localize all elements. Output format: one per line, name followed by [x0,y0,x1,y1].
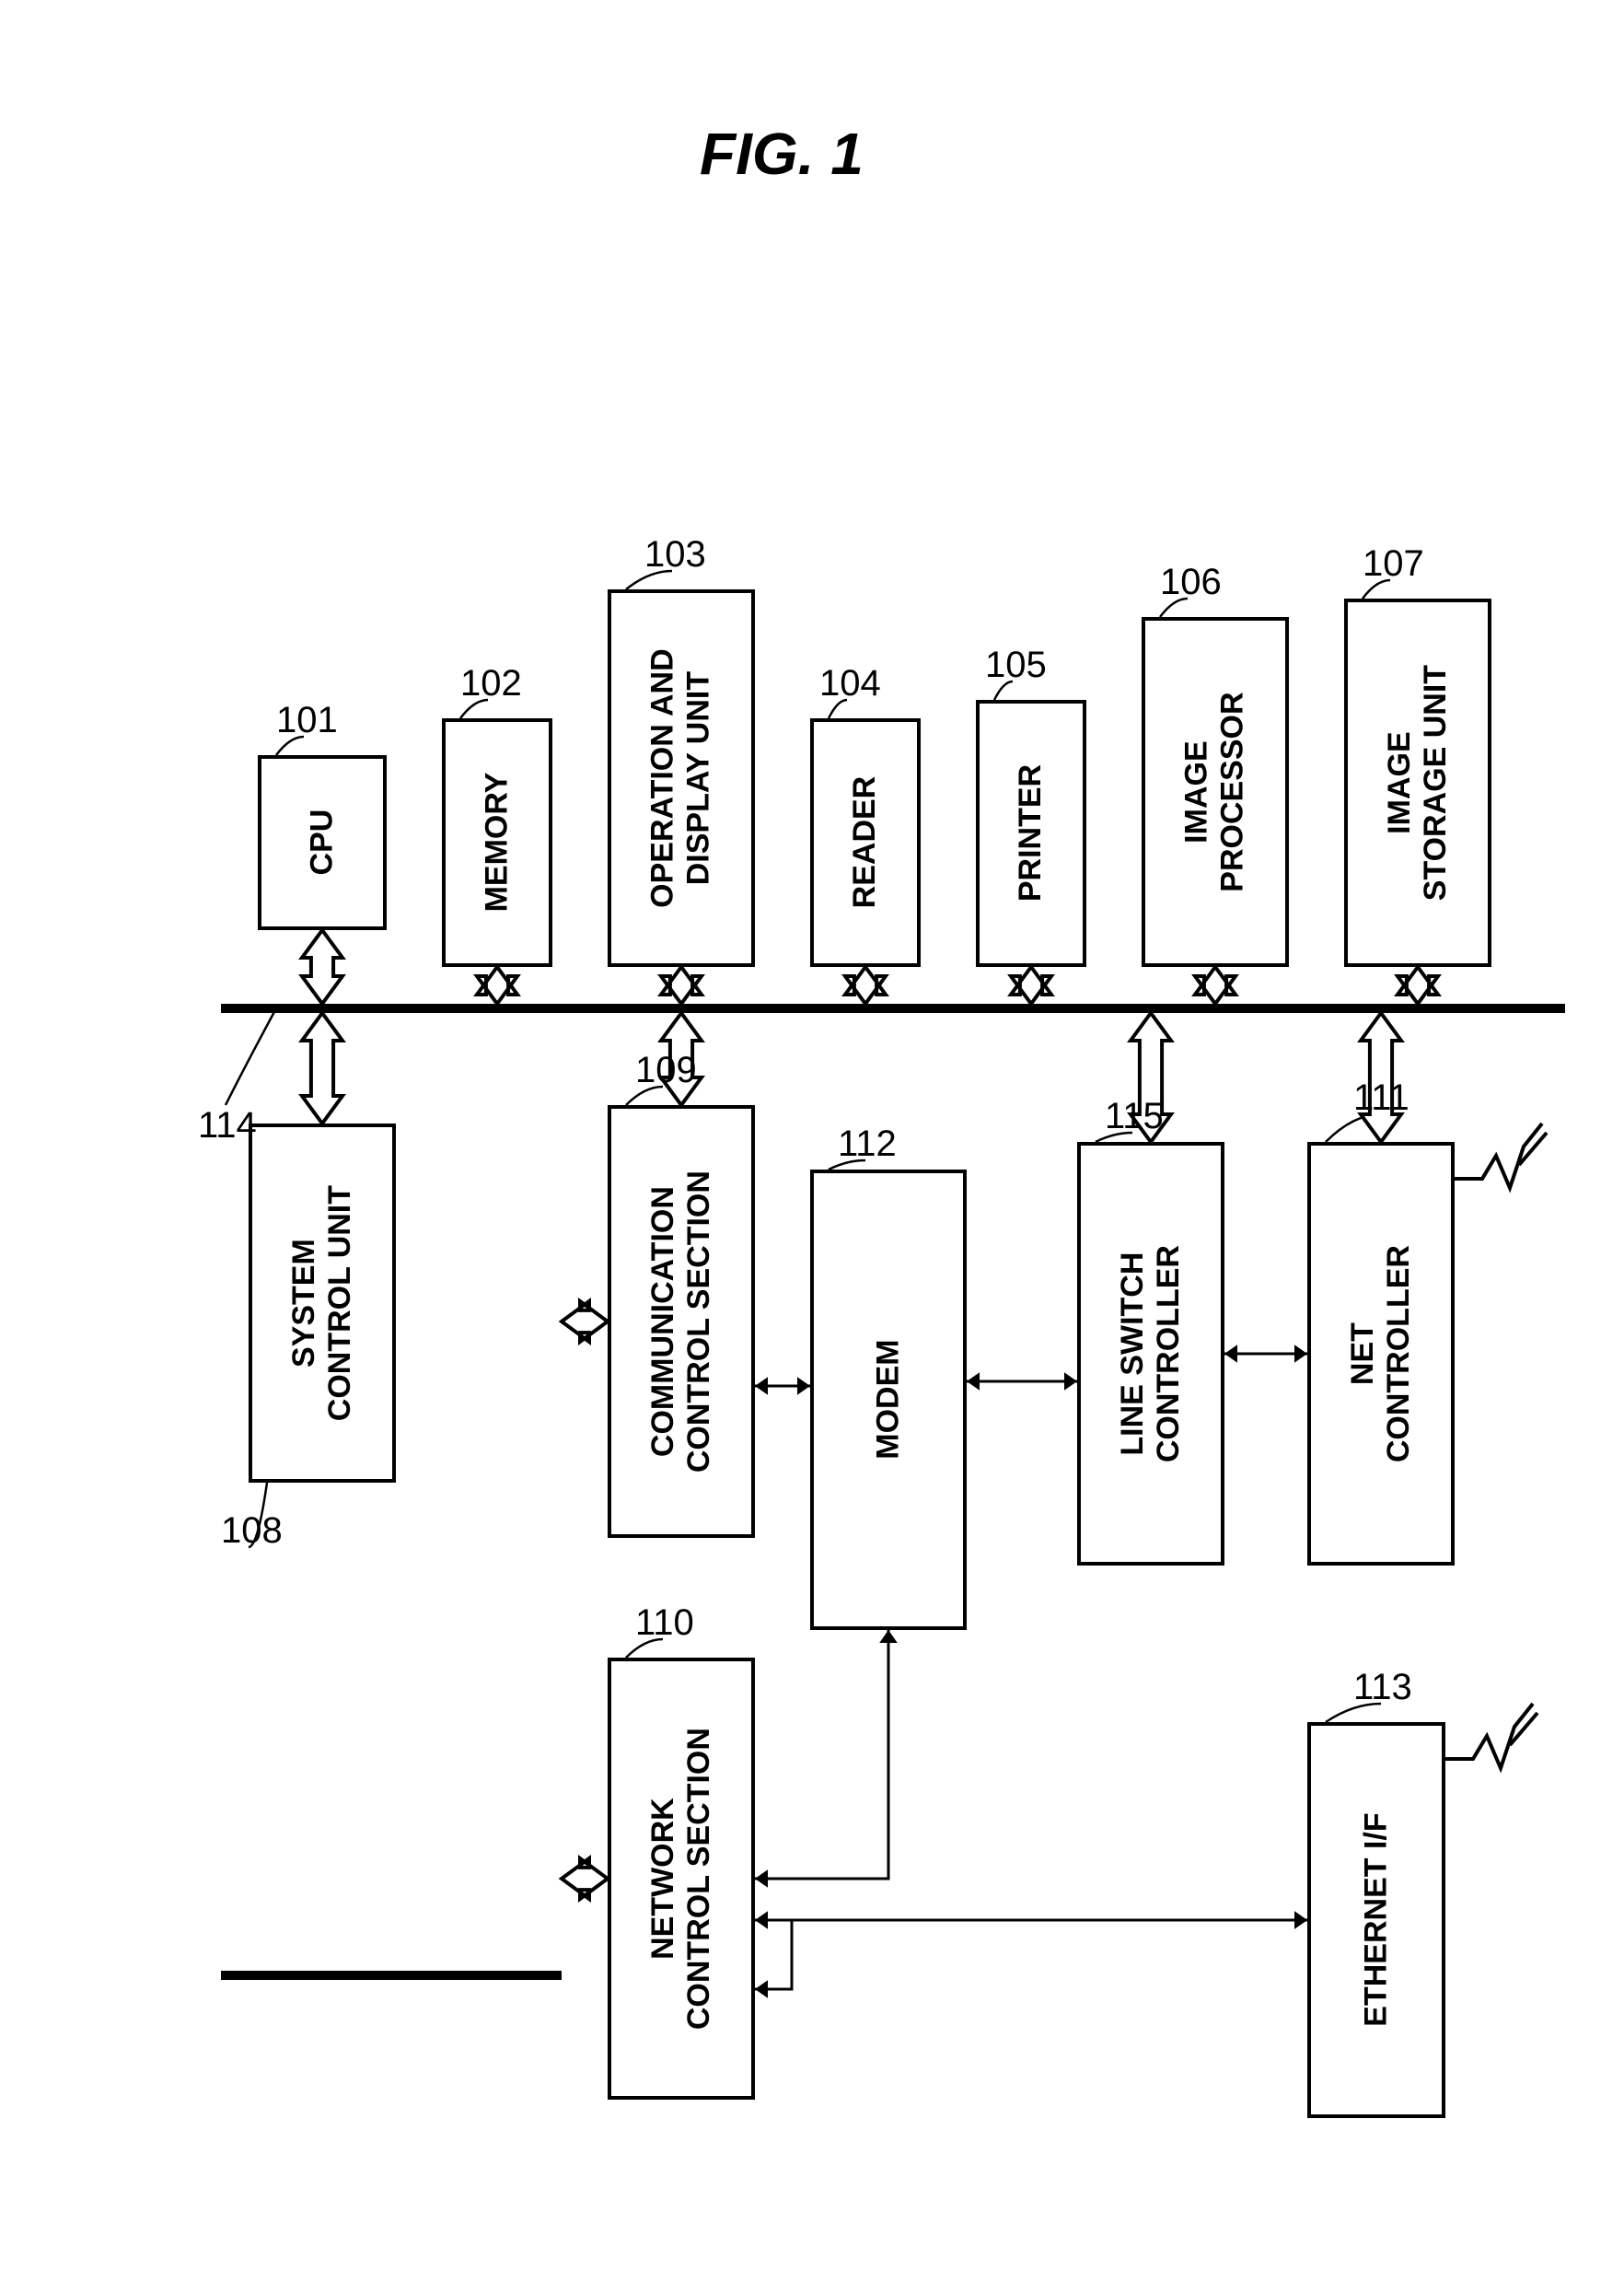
node-id-netctrlsec: 110 [635,1602,694,1644]
node-label-memory: MEMORY [479,773,515,913]
node-id-ethernet: 113 [1353,1667,1412,1708]
node-printer: PRINTER [976,700,1086,967]
node-label-commctrl: COMMUNICATION CONTROL SECTION [645,1170,717,1473]
node-id-imgstore: 107 [1363,543,1424,585]
figure-title: FIG. 1 [700,120,864,188]
node-label-imgproc: IMAGE PROCESSOR [1179,692,1251,891]
node-memory: MEMORY [442,718,552,967]
node-id-modem: 112 [838,1124,897,1165]
node-netctrl: NET CONTROLLER [1307,1142,1455,1566]
node-reader: READER [810,718,921,967]
node-id-imgproc: 106 [1160,562,1222,603]
node-id-sysctrl: 108 [221,1510,283,1552]
node-id-printer: 105 [985,645,1047,686]
node-imgstore: IMAGE STORAGE UNIT [1344,599,1491,967]
node-label-lineswitch: LINE SWITCH CONTROLLER [1115,1245,1187,1462]
node-label-cpu: CPU [304,809,340,876]
node-label-netctrlsec: NETWORK CONTROL SECTION [645,1728,717,2030]
lower-bus [221,1971,562,1980]
node-id-memory: 102 [460,663,522,704]
node-id-lineswitch: 115 [1105,1096,1164,1137]
main-bus [221,1004,1565,1013]
node-label-sysctrl: SYSTEM CONTROL UNIT [286,1185,358,1421]
node-label-imgstore: IMAGE STORAGE UNIT [1382,665,1454,901]
node-id-netctrl: 111 [1353,1077,1409,1119]
node-modem: MODEM [810,1170,967,1630]
node-commctrl: COMMUNICATION CONTROL SECTION [608,1105,755,1538]
node-ethernet: ETHERNET I/F [1307,1722,1445,2118]
node-label-printer: PRINTER [1013,764,1049,902]
node-label-modem: MODEM [870,1340,906,1460]
node-cpu: CPU [258,755,387,930]
node-opdisp: OPERATION AND DISPLAY UNIT [608,589,755,967]
node-id-commctrl: 109 [635,1050,697,1091]
node-label-netctrl: NET CONTROLLER [1345,1245,1417,1462]
node-sysctrl: SYSTEM CONTROL UNIT [249,1124,396,1483]
node-netctrlsec: NETWORK CONTROL SECTION [608,1658,755,2100]
node-imgproc: IMAGE PROCESSOR [1142,617,1289,967]
node-id-reader: 104 [819,663,881,704]
node-label-ethernet: ETHERNET I/F [1358,1813,1394,2027]
diagram-canvas: FIG. 1 CPU 101 MEMORY 102 OPERATION AND DISPL… [37,37,1587,2245]
node-id-opdisp: 103 [644,534,706,576]
node-id-cpu: 101 [276,700,338,741]
node-lineswitch: LINE SWITCH CONTROLLER [1077,1142,1224,1566]
node-label-opdisp: OPERATION AND DISPLAY UNIT [645,648,717,907]
node-label-reader: READER [847,776,883,909]
bus-id-label: 114 [198,1105,257,1147]
